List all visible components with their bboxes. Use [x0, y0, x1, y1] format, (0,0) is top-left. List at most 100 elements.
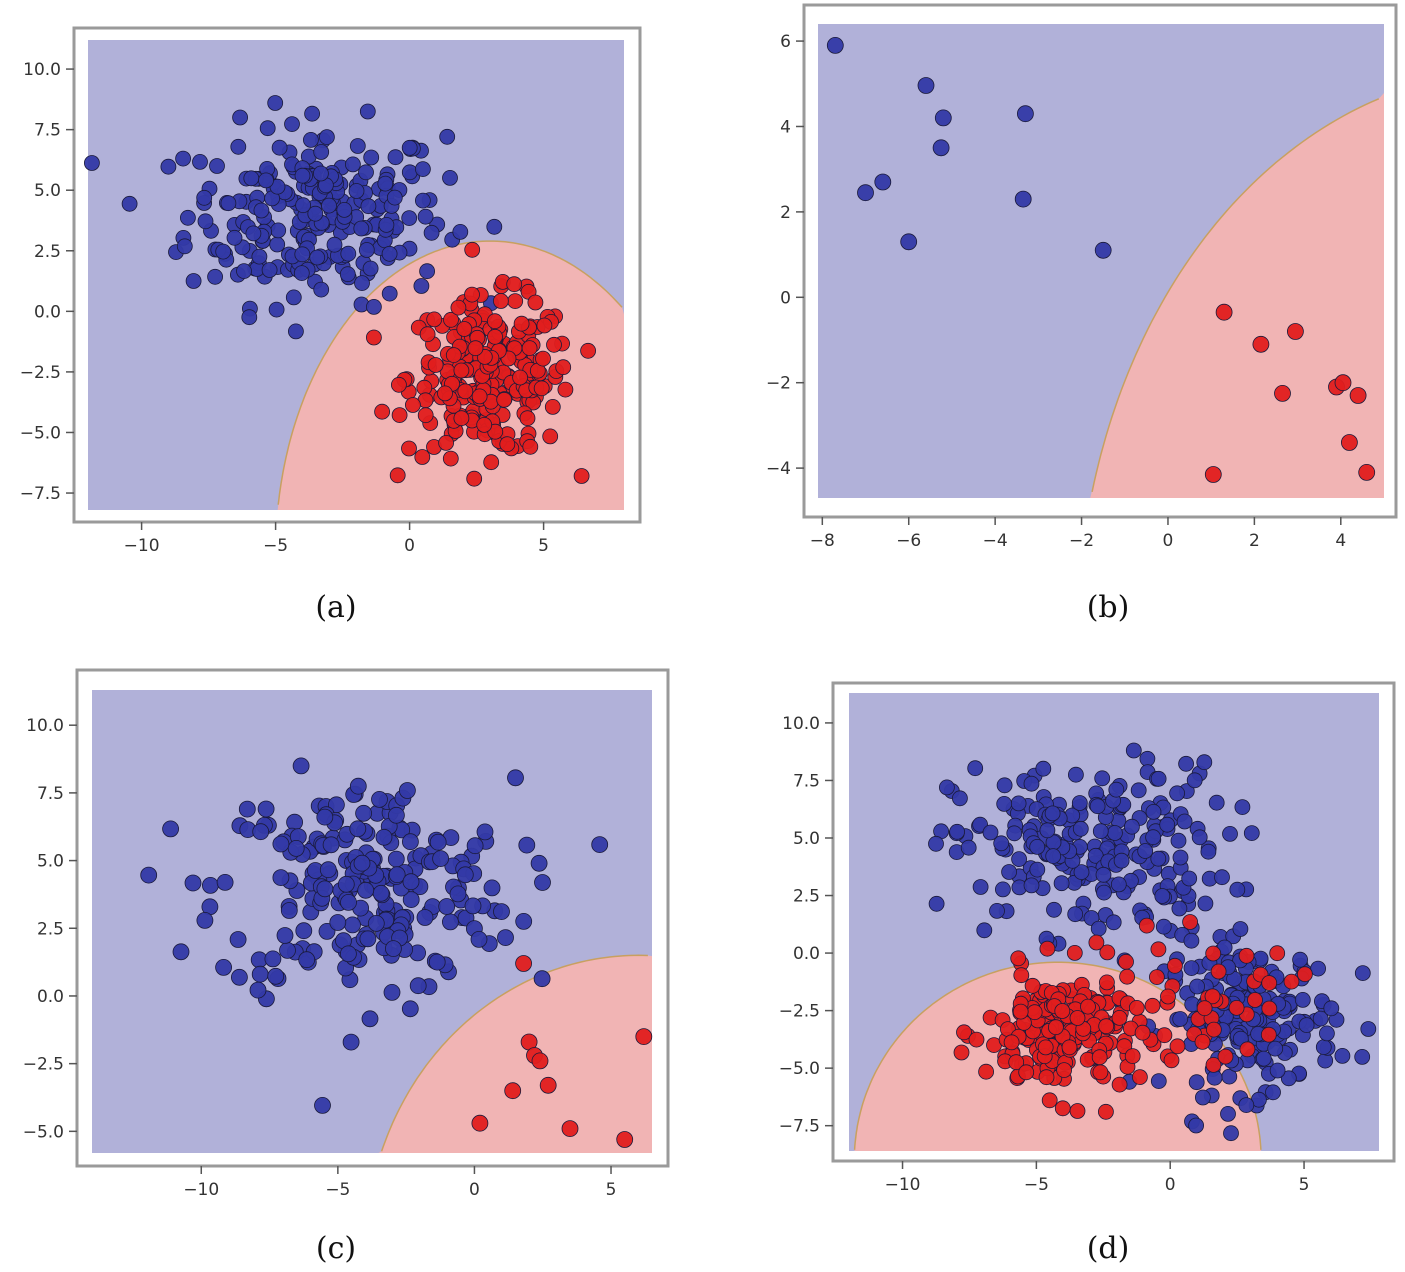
panel-c-point-blue-0-91 — [201, 877, 219, 894]
panel-d-point-blue-0-196 — [1089, 798, 1106, 815]
panel-d-point-red-2-186 — [968, 1031, 985, 1048]
panel-d-point-blue-0-176 — [972, 879, 989, 895]
panel-b-point-red-1-2 — [1287, 323, 1304, 340]
panel-d-point-blue-1-123 — [1319, 1025, 1335, 1042]
panel-d-point-blue-0-225 — [1039, 822, 1056, 839]
panel-c-point-blue-0-164 — [466, 837, 484, 855]
panel-c-point-blue-0-35 — [286, 813, 304, 831]
panel-d-point-blue-0-203 — [952, 790, 968, 807]
panel-a-point-blue-0-233 — [318, 129, 335, 146]
panel-d-point-blue-0-86 — [1001, 864, 1017, 880]
panel-a-point-red-1-193 — [391, 407, 408, 424]
panel-d-point-blue-0-220 — [1145, 804, 1162, 820]
panel-c-point-red-1-3 — [504, 1082, 522, 1100]
panel-d-point-red-3-21 — [1297, 966, 1313, 983]
panel-d-point-blue-0-182 — [1196, 754, 1213, 771]
panel-a-ytick-label-2: −2.5 — [20, 363, 61, 383]
panel-d-point-blue-0-118 — [1150, 850, 1167, 867]
panel-d-point-red-2-123 — [1088, 934, 1105, 951]
panel-c-ytick-label-5: 7.5 — [37, 784, 64, 804]
panel-c-point-blue-0-169 — [267, 967, 285, 985]
panel-d-point-blue-0-19 — [1222, 826, 1238, 842]
panel-b-axes: −8 −6 −4 −2 0 2 4 −4 −2 0 2 4 6 — [766, 32, 1346, 551]
panel-a-point-blue-0-193 — [344, 156, 361, 173]
panel-a-point-blue-0-152 — [243, 170, 260, 187]
panel-d-xtick-label-0: −10 — [885, 1175, 921, 1195]
panel-c-point-red-1-4 — [539, 1076, 557, 1094]
panel-d-point-blue-0-210 — [989, 903, 1005, 919]
panel-d-point-blue-0-73 — [995, 881, 1011, 898]
panel-d-point-red-3-29 — [1150, 941, 1167, 958]
panel-a-point-red-1-79 — [401, 440, 417, 457]
panel-a-point-red-1-228 — [533, 380, 550, 397]
panel-c-point-blue-0-135 — [229, 931, 247, 948]
panel-a-point-blue-0-115 — [207, 268, 224, 285]
panel-a-point-blue-0-186 — [419, 263, 436, 280]
panel-a-point-blue-0-149 — [321, 197, 337, 214]
panel-d-point-blue-1-94 — [1183, 960, 1200, 976]
panel-a-caption: (a) — [315, 590, 356, 625]
panel-c-axes: −10 −5 0 5 −5.0 −2.5 0.0 2.5 5.0 7.5 10.0 — [23, 716, 617, 1200]
panel-d-point-red-2-188 — [1008, 1054, 1025, 1071]
panel-c-points — [140, 757, 653, 1148]
panel-c-point-blue-0-204 — [230, 968, 248, 986]
panel-d-point-red-2-182 — [1056, 1062, 1072, 1078]
panel-d-point-blue-0-135 — [1035, 760, 1052, 777]
panel-a-point-red-1-204 — [445, 347, 462, 364]
panel-d-point-red-3-35 — [1160, 988, 1176, 1005]
panel-a-point-red-1-245 — [499, 436, 516, 453]
panel-a-point-red-1-246 — [453, 410, 470, 427]
panel-d-point-blue-1-126 — [1150, 1073, 1167, 1089]
panel-c-point-blue-0-18 — [361, 1010, 379, 1028]
panel-c-decision-boundary — [380, 954, 648, 1152]
panel-a-point-blue-0-217 — [358, 242, 375, 258]
panel-a-point-blue-0-38 — [230, 138, 247, 155]
panel-d-point-blue-0-170 — [1010, 795, 1027, 812]
panel-d-point-red-2-155 — [1124, 1048, 1141, 1064]
panel-d-point-blue-1-127 — [1188, 1074, 1205, 1091]
panel-a-point-red-1-232 — [390, 376, 407, 393]
panel-c-point-red-1-8 — [635, 1028, 653, 1045]
panel-c-point-blue-0-231 — [375, 828, 393, 846]
panel-c-point-red-1-2 — [531, 1052, 549, 1070]
panel-a-point-red-1-190 — [519, 410, 536, 427]
panel-d-point-red-2-199 — [1013, 967, 1030, 984]
panel-a-point-blue-0-78 — [271, 139, 288, 156]
panel-d-xtick-label-1: −5 — [1024, 1175, 1049, 1195]
panel-b-ytick-label-4: 4 — [780, 117, 791, 137]
panel-d-point-blue-1-53 — [1312, 1010, 1329, 1027]
panel-d-point-red-2-195 — [1018, 1064, 1035, 1081]
panel-a-point-red-1-137 — [443, 311, 459, 328]
panel-a-point-blue-0-209 — [423, 224, 440, 241]
panel-a-point-blue-0-228 — [295, 197, 312, 214]
panel-a-point-red-1-167 — [450, 299, 467, 316]
panel-b-point-blue-0-0 — [826, 37, 844, 54]
panel-d-point-blue-0-142 — [993, 835, 1010, 852]
panel-d-point-red-3-2 — [1269, 945, 1286, 962]
panel-d-point-red-2-79 — [1069, 1103, 1086, 1119]
panel-d-point-blue-1-171 — [1298, 1017, 1315, 1033]
panel-d-point-blue-0-51 — [967, 760, 984, 777]
panel-b-point-blue-0-5 — [857, 184, 874, 202]
panel-b-ytick-label-3: 2 — [780, 203, 791, 223]
panel-d-point-blue-0-186 — [1169, 785, 1185, 802]
panel-a-point-red-1-144 — [546, 336, 562, 353]
panel-a-point-red-1-215 — [365, 329, 382, 346]
panel-a-point-red-1-165 — [464, 286, 480, 303]
panel-b-point-red-1-9 — [1204, 466, 1222, 483]
panel-d-point-blue-0-184 — [1197, 895, 1214, 912]
panel-a-point-blue-0-223 — [486, 218, 503, 235]
panel-a-point-blue-0-219 — [176, 238, 193, 255]
panel-d-point-blue-1-110 — [1265, 1084, 1281, 1101]
panel-c-point-blue-0-195 — [329, 914, 347, 931]
panel-c-point-blue-0-228 — [359, 930, 377, 948]
panel-d-point-blue-0-129 — [928, 835, 944, 852]
panel-d-point-red-2-187 — [1038, 1069, 1055, 1086]
panel-d-point-red-2-191 — [1069, 1010, 1086, 1026]
panel-d-point-blue-0-90 — [1172, 849, 1189, 866]
panel-c-xtick-label-0: −10 — [183, 1180, 219, 1200]
panel-d-point-red-2-163 — [1066, 945, 1083, 961]
panel-a-point-red-1-205 — [417, 407, 434, 424]
panel-c-point-blue-0-189 — [470, 931, 488, 948]
panel-d-point-blue-0-133 — [1200, 843, 1217, 860]
